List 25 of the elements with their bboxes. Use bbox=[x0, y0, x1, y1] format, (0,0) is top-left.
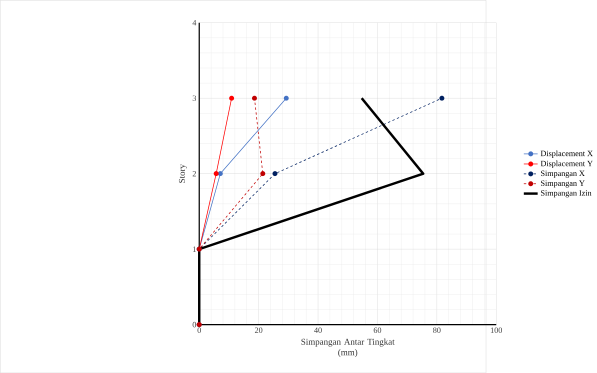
x-tick-label: 80 bbox=[433, 327, 441, 333]
point bbox=[229, 96, 234, 101]
x-axis-title: Simpangan Antar Tingkat (mm) bbox=[301, 338, 395, 358]
point bbox=[260, 171, 266, 176]
point bbox=[284, 96, 289, 101]
x-tick-label: 60 bbox=[374, 327, 382, 333]
point bbox=[272, 171, 278, 176]
x-tick-label: 40 bbox=[314, 327, 322, 333]
y-axis-title: Story bbox=[178, 164, 187, 183]
x-tick-label: 100 bbox=[490, 327, 502, 333]
x-tick-label: 20 bbox=[254, 327, 262, 333]
legend-label: Simpangan Izin bbox=[541, 190, 592, 198]
point bbox=[439, 96, 444, 101]
y-tick-label: 0 bbox=[192, 322, 196, 328]
y-tick-label: 2 bbox=[192, 170, 196, 176]
y-tick-label: 3 bbox=[192, 95, 196, 101]
point bbox=[252, 96, 257, 101]
legend-label: Displacement Y bbox=[540, 160, 593, 168]
x-tick-label: 0 bbox=[198, 327, 201, 333]
legend-label: Displacement X bbox=[540, 150, 593, 158]
legend-label: Simpangan X bbox=[541, 170, 585, 178]
y-tick-label: 4 bbox=[192, 20, 196, 26]
y-tick-label: 1 bbox=[193, 246, 196, 252]
legend-label: Simpangan Y bbox=[541, 180, 585, 188]
point bbox=[214, 171, 219, 176]
